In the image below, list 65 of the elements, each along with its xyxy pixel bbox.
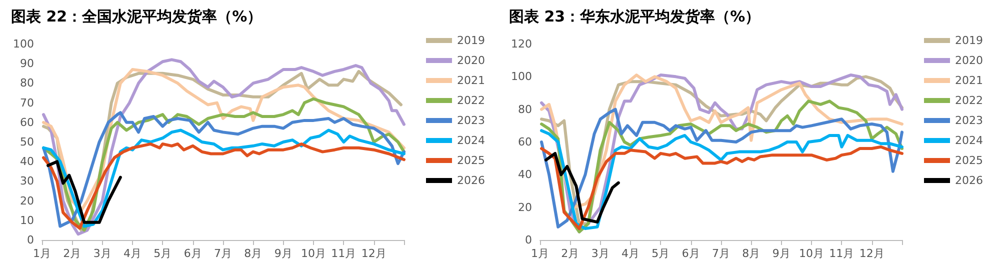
legend-label: 2019 (457, 34, 486, 47)
y-tick-label: 50 (20, 136, 34, 148)
x-tick-label: 2月 (63, 247, 82, 260)
x-tick-label: 1月 (33, 247, 51, 260)
x-tick-label: 3月 (591, 247, 610, 260)
x-tick-label: 3月 (93, 247, 112, 260)
x-tick-label: 12月 (859, 247, 884, 260)
y-tick-label: 90 (20, 57, 34, 70)
y-tick-label: 100 (511, 70, 532, 84)
x-tick-label: 10月 (799, 247, 824, 260)
x-tick-label: 8月 (742, 247, 760, 260)
line-series (544, 152, 620, 224)
y-tick-label: 100 (13, 38, 34, 50)
x-tick-label: 6月 (682, 247, 700, 260)
x-tick-label: 9月 (772, 247, 790, 260)
legend-label: 2025 (457, 154, 486, 167)
legend-label: 2020 (955, 54, 984, 67)
legend-label: 2022 (457, 94, 486, 107)
x-tick-label: 5月 (154, 247, 172, 260)
y-tick-label: 60 (20, 116, 34, 129)
x-tick-label: 7月 (214, 247, 232, 260)
x-tick-label: 5月 (652, 247, 670, 260)
legend-label: 2022 (955, 94, 984, 107)
chart-title: 图表 22：全国水泥平均发货率（%） (11, 8, 262, 26)
y-tick-label: 40 (518, 168, 532, 182)
legend-label: 2019 (955, 34, 984, 47)
y-tick-label: 80 (20, 76, 34, 90)
x-tick-label: 12月 (361, 247, 386, 260)
legend-label: 2024 (955, 134, 984, 147)
legend-label: 2023 (457, 114, 486, 127)
legend-label: 2021 (457, 74, 486, 87)
legend-label: 2026 (955, 174, 984, 187)
y-tick-label: 80 (518, 102, 532, 116)
y-tick-label: 0 (525, 234, 532, 246)
x-tick-label: 10月 (301, 247, 326, 260)
x-tick-label: 6月 (184, 247, 202, 260)
legend-label: 2023 (955, 114, 984, 127)
y-tick-label: 0 (27, 234, 34, 246)
x-tick-label: 11月 (829, 247, 854, 260)
legend-label: 2020 (457, 54, 486, 67)
y-tick-label: 60 (518, 136, 532, 148)
line-series (540, 145, 904, 230)
chart-title: 图表 23：华东水泥平均发货率（%） (509, 8, 760, 26)
line-series (540, 129, 904, 230)
x-tick-label: 9月 (274, 247, 292, 260)
x-tick-label: 7月 (712, 247, 730, 260)
x-tick-label: 2月 (561, 247, 580, 260)
line-series (42, 142, 406, 230)
x-tick-label: 11月 (331, 247, 356, 260)
legend-label: 2024 (457, 134, 486, 147)
legend-label: 2025 (955, 154, 984, 167)
legend-label: 2021 (955, 74, 984, 87)
y-tick-label: 30 (20, 174, 34, 188)
y-tick-label: 20 (20, 194, 34, 208)
y-tick-label: 40 (20, 155, 34, 168)
y-tick-label: 20 (518, 200, 532, 214)
x-tick-label: 4月 (622, 247, 640, 260)
y-tick-label: 120 (511, 38, 532, 50)
x-tick-label: 8月 (244, 247, 262, 260)
y-tick-label: 70 (20, 96, 34, 110)
y-tick-label: 10 (20, 214, 34, 227)
legend-label: 2026 (457, 174, 486, 187)
line-series (46, 160, 122, 224)
x-tick-label: 1月 (531, 247, 549, 260)
x-tick-label: 4月 (124, 247, 142, 260)
